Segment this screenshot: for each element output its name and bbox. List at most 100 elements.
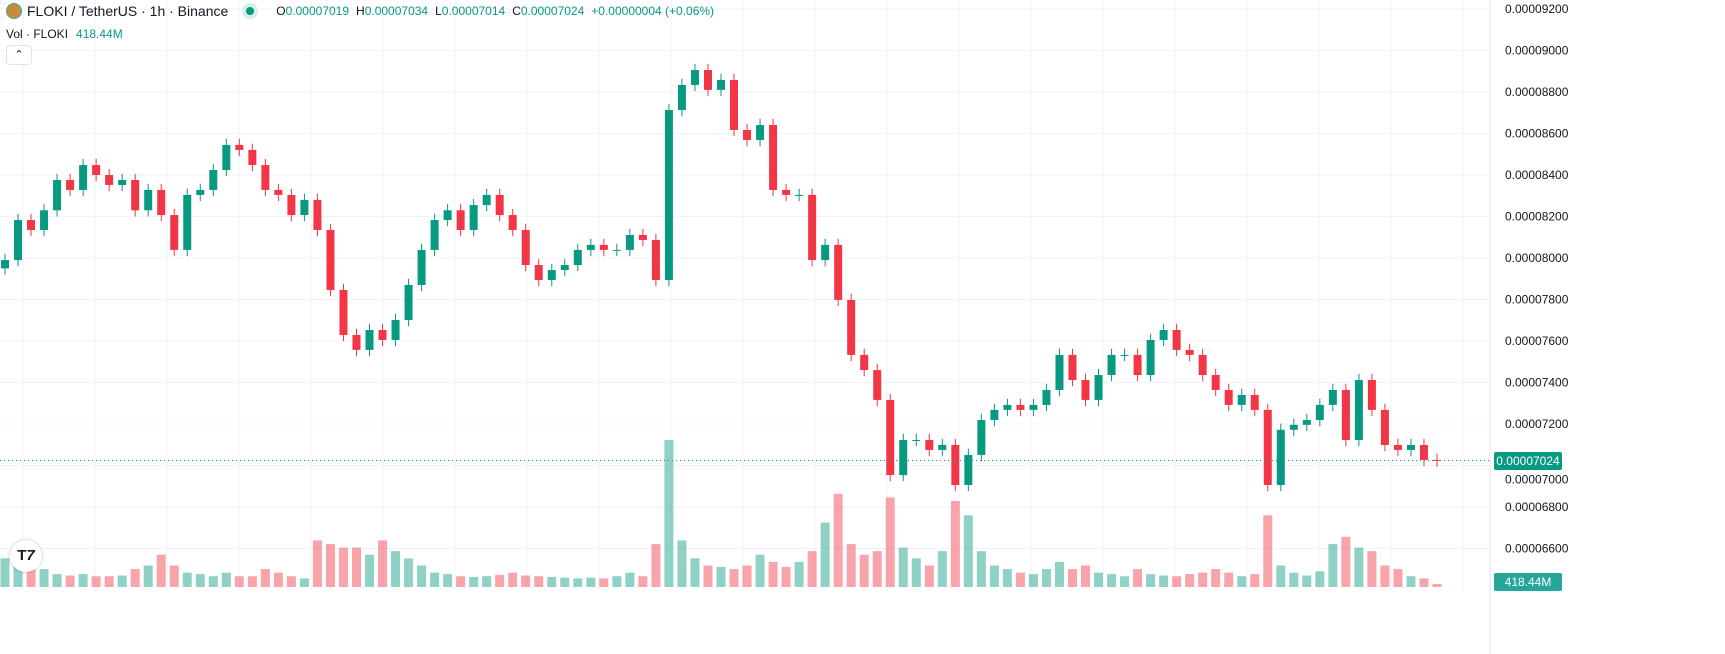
volume-bar: [299, 578, 309, 587]
volume-label[interactable]: Vol · FLOKI: [6, 27, 69, 41]
candle: [443, 204, 452, 227]
candle: [938, 438, 947, 457]
candle-body: [795, 194, 804, 196]
candle: [1, 253, 9, 275]
candle: [573, 243, 582, 272]
candle-body: [378, 330, 387, 340]
volume-bar: [1107, 574, 1117, 587]
volume-bar: [1146, 574, 1156, 587]
volume-bar: [104, 576, 114, 587]
candle-body: [1159, 330, 1168, 340]
volume-bar: [91, 576, 101, 587]
candle: [196, 183, 205, 202]
candle-body: [1107, 354, 1116, 376]
y-tick-label: 0.00008600: [1505, 127, 1569, 141]
volume-bar: [1172, 576, 1182, 587]
volume-bar: [1094, 572, 1104, 587]
candle: [625, 228, 634, 257]
candle: [66, 173, 75, 197]
candle: [144, 183, 153, 217]
candle: [495, 188, 504, 222]
volume-bar: [625, 572, 635, 587]
candle: [14, 213, 23, 267]
candle-body: [391, 320, 400, 340]
candle-body: [599, 244, 608, 250]
candle: [1276, 423, 1285, 492]
candle-body: [1003, 404, 1012, 410]
candle-body: [183, 194, 192, 250]
tradingview-logo[interactable]: T7: [10, 540, 42, 572]
volume-bar: [1041, 569, 1051, 587]
candle: [92, 158, 101, 182]
candle: [1328, 383, 1337, 412]
candle: [612, 243, 621, 257]
volume-bar: [1120, 576, 1130, 587]
candle-body: [1211, 375, 1220, 390]
volume-bar: [742, 565, 752, 587]
volume-bar: [794, 561, 804, 587]
candle: [27, 213, 36, 237]
volume-bar: [508, 572, 518, 587]
volume-bar: [1081, 565, 1091, 587]
y-tick-label: 0.00009000: [1505, 44, 1569, 58]
candle-body: [92, 165, 101, 175]
candle: [1393, 438, 1402, 457]
candle: [391, 313, 400, 347]
candle-body: [1081, 380, 1090, 400]
volume-bar: [169, 565, 179, 587]
candle-body: [1380, 409, 1389, 445]
y-tick-label: 0.00009200: [1505, 2, 1569, 16]
volume-bar: [1237, 576, 1247, 587]
candle: [1289, 418, 1298, 437]
candle: [1302, 413, 1311, 432]
candle-body: [717, 79, 725, 90]
candle-body: [1237, 394, 1246, 405]
candle-body: [977, 420, 986, 455]
volume-bar: [247, 576, 257, 587]
volume-bar: [495, 574, 505, 587]
y-tick-label: 0.00008000: [1505, 251, 1569, 265]
candle-body: [873, 370, 882, 400]
candle-body: [756, 124, 765, 140]
volume-bar: [651, 543, 661, 587]
candle-body: [847, 299, 856, 355]
volume-bar: [130, 569, 140, 587]
symbol-title[interactable]: FLOKI / TetherUS · 1h · Binance: [27, 3, 229, 19]
candle: [1224, 383, 1233, 412]
volume-bar: [221, 572, 231, 587]
candle-body: [625, 234, 634, 250]
candle-body: [482, 194, 491, 206]
candle: [235, 138, 244, 157]
y-tick-label: 0.00007400: [1505, 376, 1569, 390]
collapse-legend-button[interactable]: ⌃: [6, 45, 32, 65]
candle-body: [612, 249, 621, 251]
candle-body: [430, 220, 439, 250]
candle-body: [66, 179, 75, 190]
candle-body: [1224, 389, 1233, 405]
volume-bar: [65, 575, 75, 587]
candle: [1172, 323, 1181, 357]
low-value: L0.00007014: [435, 4, 506, 18]
candle-body: [1185, 349, 1194, 355]
candle: [1055, 348, 1064, 397]
candle: [365, 323, 374, 357]
volume-bar: [13, 561, 23, 587]
candle-body: [261, 165, 270, 190]
candle-body: [287, 194, 296, 216]
candle-body: [196, 189, 205, 195]
volume-bar: [1302, 575, 1312, 587]
candle-body: [14, 220, 23, 261]
candle-body: [313, 199, 322, 230]
volume-bar: [469, 576, 479, 587]
market-status-icon[interactable]: [246, 7, 255, 15]
candle: [430, 213, 439, 257]
candle: [1003, 398, 1012, 417]
volume-bar: [664, 440, 674, 587]
candle-body: [300, 199, 309, 216]
volume-bar: [52, 574, 62, 587]
volume-bar: [547, 576, 557, 587]
volume-bar: [872, 551, 882, 587]
candle: [795, 188, 804, 202]
volume-bar: [78, 574, 88, 587]
